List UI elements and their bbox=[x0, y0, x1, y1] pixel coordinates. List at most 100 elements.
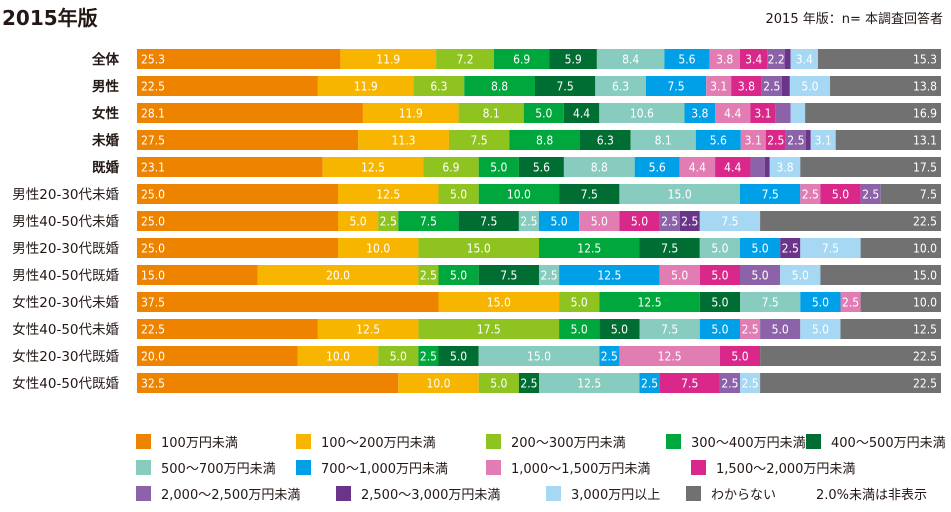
data-label: 27.5 bbox=[141, 134, 165, 148]
bar-segment bbox=[137, 76, 318, 96]
data-label: 5.0 bbox=[611, 323, 628, 337]
bar-segment bbox=[413, 76, 465, 96]
data-label: 7.5 bbox=[500, 269, 517, 283]
bar-segment bbox=[775, 103, 791, 123]
legend-item: 3,000万円以上 bbox=[546, 484, 660, 503]
bar-segment bbox=[580, 130, 631, 150]
bar-segment bbox=[478, 265, 539, 285]
bar-segment bbox=[820, 265, 941, 285]
data-label: 7.5 bbox=[480, 215, 497, 229]
data-label: 20.0 bbox=[326, 269, 350, 283]
legend-label: 200〜300万円未満 bbox=[511, 436, 626, 451]
legend-swatch bbox=[486, 434, 501, 449]
data-label: 5.0 bbox=[731, 350, 748, 364]
legend-label: 1,500〜2,000万円未満 bbox=[716, 462, 856, 477]
legend-item: 1,500〜2,000万円未満 bbox=[691, 458, 855, 477]
legend-label: 3,000万円以上 bbox=[571, 488, 661, 503]
data-label: 2.5 bbox=[641, 377, 658, 391]
category-label: 女性 bbox=[92, 105, 119, 122]
data-label: 7.5 bbox=[681, 377, 698, 391]
bar-segment bbox=[137, 211, 338, 231]
data-label: 2.5 bbox=[787, 134, 804, 148]
chart-title: 2015年版 bbox=[2, 6, 98, 30]
stacked-bar-chart: 全体 25.3 11.9 7.2 6.9 5.9 8.4 5.6 3.8 3.4 2.2 3.4 15.… bbox=[12, 49, 941, 393]
data-label: 5.6 bbox=[533, 161, 550, 175]
legend-item: 500〜700万円未満 bbox=[136, 458, 276, 477]
bar-segment bbox=[137, 130, 359, 150]
data-label: 7.2 bbox=[456, 53, 473, 67]
data-label: 15.3 bbox=[913, 53, 937, 67]
data-label: 5.0 bbox=[792, 269, 809, 283]
bar-segment bbox=[338, 238, 419, 258]
legend-label: 2,000〜2,500万円未満 bbox=[161, 488, 301, 503]
bar-segment bbox=[790, 49, 818, 69]
bar-segment bbox=[458, 103, 524, 123]
data-label: 5.0 bbox=[711, 296, 728, 310]
bar-row: 女性20-30代未婚 37.5 15.0 5.0 12.5 5.0 7.5 5.0 2.5 10.… bbox=[12, 292, 941, 312]
data-label: 10.0 bbox=[426, 377, 450, 391]
legend-label: 2,500〜3,000万円未満 bbox=[361, 488, 501, 503]
data-label: 22.5 bbox=[913, 377, 937, 391]
bar-segment bbox=[719, 373, 740, 393]
bar-segment bbox=[137, 265, 258, 285]
bar-segment bbox=[830, 76, 941, 96]
bar-segment bbox=[599, 319, 640, 339]
bar-segment bbox=[781, 76, 790, 96]
data-label: 16.9 bbox=[913, 107, 937, 121]
bar-segment bbox=[659, 211, 680, 231]
data-label: 15.0 bbox=[467, 242, 491, 256]
data-label: 10.0 bbox=[913, 242, 937, 256]
bar-segment bbox=[518, 211, 539, 231]
data-label: 22.5 bbox=[913, 350, 937, 364]
legend-swatch bbox=[296, 460, 311, 475]
data-label: 23.1 bbox=[141, 161, 165, 175]
data-label: 8.8 bbox=[491, 80, 508, 94]
bar-segment bbox=[800, 157, 941, 177]
data-label: 8.4 bbox=[622, 53, 639, 67]
bar-segment bbox=[509, 130, 580, 150]
bar-segment bbox=[800, 238, 861, 258]
data-label: 5.0 bbox=[390, 350, 407, 364]
data-label: 5.6 bbox=[678, 53, 695, 67]
data-label: 12.5 bbox=[638, 296, 662, 310]
legend-label: わからない bbox=[711, 488, 777, 503]
data-label: 12.5 bbox=[356, 323, 380, 337]
data-label: 2.5 bbox=[782, 242, 799, 256]
bar-segment bbox=[619, 346, 720, 366]
bar-segment bbox=[706, 76, 732, 96]
bar-row: 男性40-50代未婚 25.0 5.0 2.5 7.5 7.5 2.5 5.0 5.0 5.0 2.… bbox=[12, 211, 941, 231]
bar-segment bbox=[340, 49, 437, 69]
data-label: 13.8 bbox=[913, 80, 937, 94]
data-label: 5.0 bbox=[711, 269, 728, 283]
bar-segment bbox=[418, 265, 439, 285]
bar-segment bbox=[639, 238, 700, 258]
bar-segment bbox=[630, 130, 696, 150]
data-label: 32.5 bbox=[141, 377, 165, 391]
bar-segment bbox=[599, 292, 700, 312]
data-label: 11.9 bbox=[376, 53, 400, 67]
data-label: 5.0 bbox=[571, 296, 588, 310]
data-label: 10.0 bbox=[913, 296, 937, 310]
data-label: 25.0 bbox=[141, 188, 165, 202]
bar-segment bbox=[534, 76, 596, 96]
data-label: 5.0 bbox=[631, 215, 648, 229]
bar-segment bbox=[634, 157, 680, 177]
bar-row: 全体 25.3 11.9 7.2 6.9 5.9 8.4 5.6 3.8 3.4 2.2 3.4 15.… bbox=[91, 49, 941, 69]
data-label: 6.9 bbox=[442, 161, 459, 175]
legend-item: 700〜1,000万円未満 bbox=[296, 458, 448, 477]
bar-segment bbox=[362, 103, 459, 123]
data-label: 5.0 bbox=[591, 215, 608, 229]
bar-segment bbox=[789, 76, 831, 96]
data-label: 7.5 bbox=[557, 80, 574, 94]
bar-segment bbox=[740, 49, 768, 69]
bar-segment bbox=[840, 292, 861, 312]
bar-segment bbox=[137, 292, 439, 312]
data-label: 5.0 bbox=[832, 188, 849, 202]
data-label: 2.5 bbox=[380, 215, 397, 229]
bar-segment bbox=[595, 76, 646, 96]
data-label: 3.8 bbox=[716, 53, 733, 67]
bar-segment bbox=[559, 292, 600, 312]
bar-segment bbox=[596, 49, 665, 69]
bar-segment bbox=[715, 157, 751, 177]
data-label: 7.5 bbox=[661, 323, 678, 337]
